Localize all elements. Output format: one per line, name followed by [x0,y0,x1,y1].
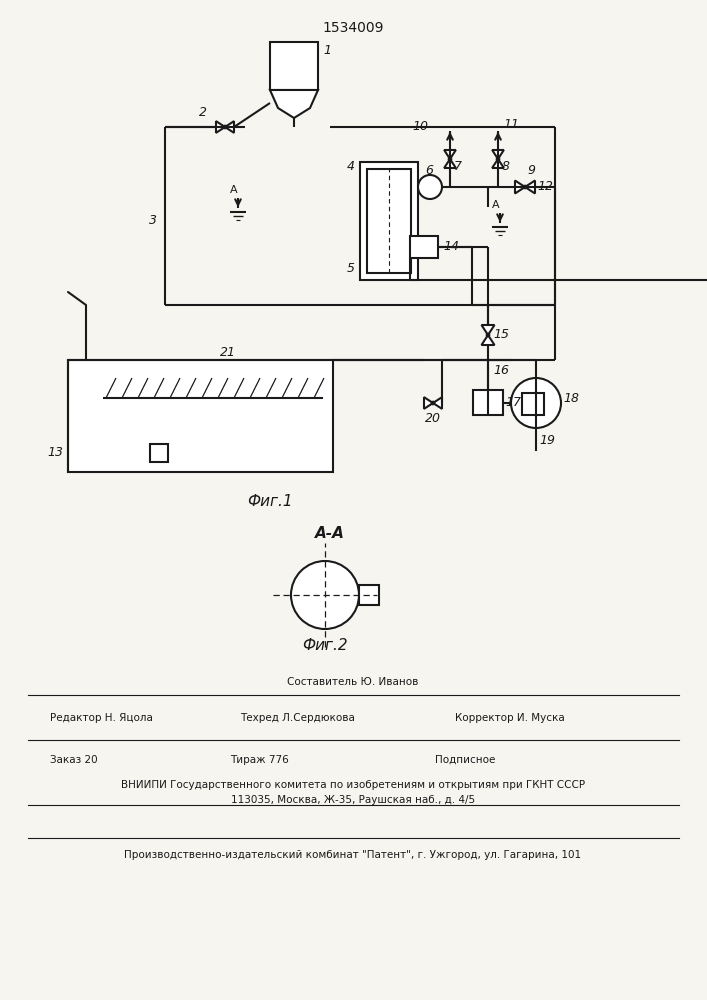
Text: Производственно-издательский комбинат "Патент", г. Ужгород, ул. Гагарина, 101: Производственно-издательский комбинат "П… [124,850,582,860]
Text: А: А [492,200,500,210]
Text: 21: 21 [220,346,236,359]
Bar [410,236,438,258]
Polygon shape [225,121,234,133]
Bar [473,390,503,415]
Text: Заказ 20: Заказ 20 [50,755,98,765]
Text: А-А: А-А [315,526,345,542]
Bar [270,42,318,90]
Polygon shape [270,90,318,118]
Polygon shape [444,150,456,159]
Text: А: А [230,185,238,195]
Text: 17: 17 [505,396,521,410]
Text: 1: 1 [323,43,331,56]
Bar [360,162,418,280]
Text: 18: 18 [563,391,579,404]
Text: 113035, Москва, Ж-35, Раушская наб., д. 4/5: 113035, Москва, Ж-35, Раушская наб., д. … [231,795,475,805]
Bar [68,360,333,472]
Polygon shape [492,150,504,159]
Bar [367,169,411,273]
Circle shape [486,333,490,337]
Text: 3: 3 [149,214,157,227]
Text: 13: 13 [47,446,63,458]
Text: Составитель Ю. Иванов: Составитель Ю. Иванов [287,677,419,687]
Polygon shape [481,325,494,335]
Text: 11: 11 [503,118,519,131]
Circle shape [523,185,527,189]
Text: 12: 12 [537,180,553,194]
Polygon shape [216,121,225,133]
Bar [359,585,379,605]
Text: 9: 9 [527,163,535,176]
Circle shape [448,157,452,161]
Text: Подписное: Подписное [435,755,496,765]
Circle shape [223,125,227,129]
Text: Корректор И. Муска: Корректор И. Муска [455,713,565,723]
Text: 19: 19 [539,434,555,448]
Bar [522,393,544,415]
Text: Тираж 776: Тираж 776 [230,755,288,765]
Text: 20: 20 [425,412,441,426]
Text: 7: 7 [454,160,462,174]
Circle shape [431,401,435,405]
Text: 8: 8 [502,160,510,174]
Text: 2: 2 [199,106,207,119]
Text: ВНИИПИ Государственного комитета по изобретениям и открытиям при ГКНТ СССР: ВНИИПИ Государственного комитета по изоб… [121,780,585,790]
Text: Фиг.2: Фиг.2 [302,638,348,652]
Text: Техред Л.Сердюкова: Техред Л.Сердюкова [240,713,355,723]
Text: 14: 14 [443,240,459,253]
Polygon shape [433,397,442,409]
Text: 5: 5 [347,261,355,274]
Circle shape [291,561,359,629]
Text: Фиг.1: Фиг.1 [247,494,293,510]
Polygon shape [444,159,456,168]
Circle shape [511,378,561,428]
Circle shape [418,175,442,199]
Text: Редактор Н. Яцола: Редактор Н. Яцола [50,713,153,723]
Circle shape [496,157,500,161]
Text: 1534009: 1534009 [322,21,384,35]
Text: 10: 10 [412,120,428,133]
Text: 6: 6 [425,163,433,176]
Text: 16: 16 [493,363,509,376]
Text: 15: 15 [493,328,509,342]
Polygon shape [481,335,494,345]
Polygon shape [492,159,504,168]
Polygon shape [525,180,535,194]
Text: 4: 4 [347,160,355,174]
Bar [150,444,168,462]
Polygon shape [515,180,525,194]
Polygon shape [424,397,433,409]
